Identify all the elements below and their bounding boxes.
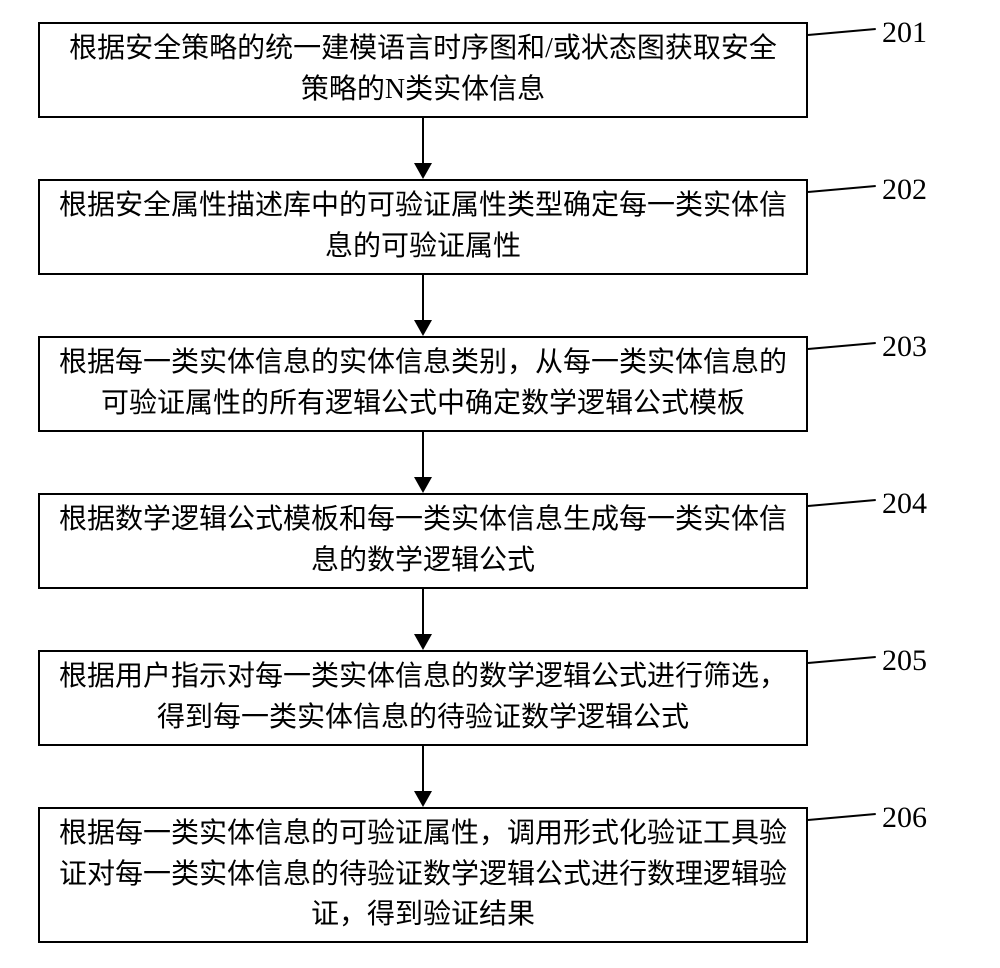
step-label-201: 201 <box>882 16 927 50</box>
connector-line-201-202 <box>422 118 424 163</box>
step-label-202: 202 <box>882 173 927 207</box>
step-box-203: 根据每一类实体信息的实体信息类别，从每一类实体信息的可验证属性的所有逻辑公式中确… <box>38 336 808 432</box>
arrow-head-203-204 <box>414 477 432 493</box>
step-box-201: 根据安全策略的统一建模语言时序图和/或状态图获取安全策略的N类实体信息 <box>38 22 808 118</box>
leader-line-202 <box>808 185 876 193</box>
step-text-201: 根据安全策略的统一建模语言时序图和/或状态图获取安全策略的N类实体信息 <box>58 29 788 110</box>
step-box-204: 根据数学逻辑公式模板和每一类实体信息生成每一类实体信息的数学逻辑公式 <box>38 493 808 589</box>
step-label-205: 205 <box>882 644 927 678</box>
step-box-202: 根据安全属性描述库中的可验证属性类型确定每一类实体信息的可验证属性 <box>38 179 808 275</box>
arrow-head-201-202 <box>414 163 432 179</box>
step-label-204: 204 <box>882 487 927 521</box>
step-label-206: 206 <box>882 801 927 835</box>
leader-line-201 <box>808 28 876 36</box>
step-text-202: 根据安全属性描述库中的可验证属性类型确定每一类实体信息的可验证属性 <box>58 186 788 267</box>
step-text-204: 根据数学逻辑公式模板和每一类实体信息生成每一类实体信息的数学逻辑公式 <box>58 500 788 581</box>
connector-line-202-203 <box>422 275 424 320</box>
step-box-206: 根据每一类实体信息的可验证属性，调用形式化验证工具验证对每一类实体信息的待验证数… <box>38 807 808 943</box>
step-box-205: 根据用户指示对每一类实体信息的数学逻辑公式进行筛选，得到每一类实体信息的待验证数… <box>38 650 808 746</box>
flowchart-canvas: 根据安全策略的统一建模语言时序图和/或状态图获取安全策略的N类实体信息 201 根据… <box>0 0 1000 968</box>
connector-line-204-205 <box>422 589 424 634</box>
connector-line-203-204 <box>422 432 424 477</box>
step-text-205: 根据用户指示对每一类实体信息的数学逻辑公式进行筛选，得到每一类实体信息的待验证数… <box>58 657 788 738</box>
leader-line-205 <box>808 656 876 664</box>
arrow-head-204-205 <box>414 634 432 650</box>
step-text-206: 根据每一类实体信息的可验证属性，调用形式化验证工具验证对每一类实体信息的待验证数… <box>58 814 788 936</box>
step-text-203: 根据每一类实体信息的实体信息类别，从每一类实体信息的可验证属性的所有逻辑公式中确… <box>58 343 788 424</box>
connector-line-205-206 <box>422 746 424 791</box>
leader-line-204 <box>808 499 876 507</box>
arrow-head-202-203 <box>414 320 432 336</box>
arrow-head-205-206 <box>414 791 432 807</box>
leader-line-206 <box>808 813 876 821</box>
leader-line-203 <box>808 342 876 350</box>
step-label-203: 203 <box>882 330 927 364</box>
